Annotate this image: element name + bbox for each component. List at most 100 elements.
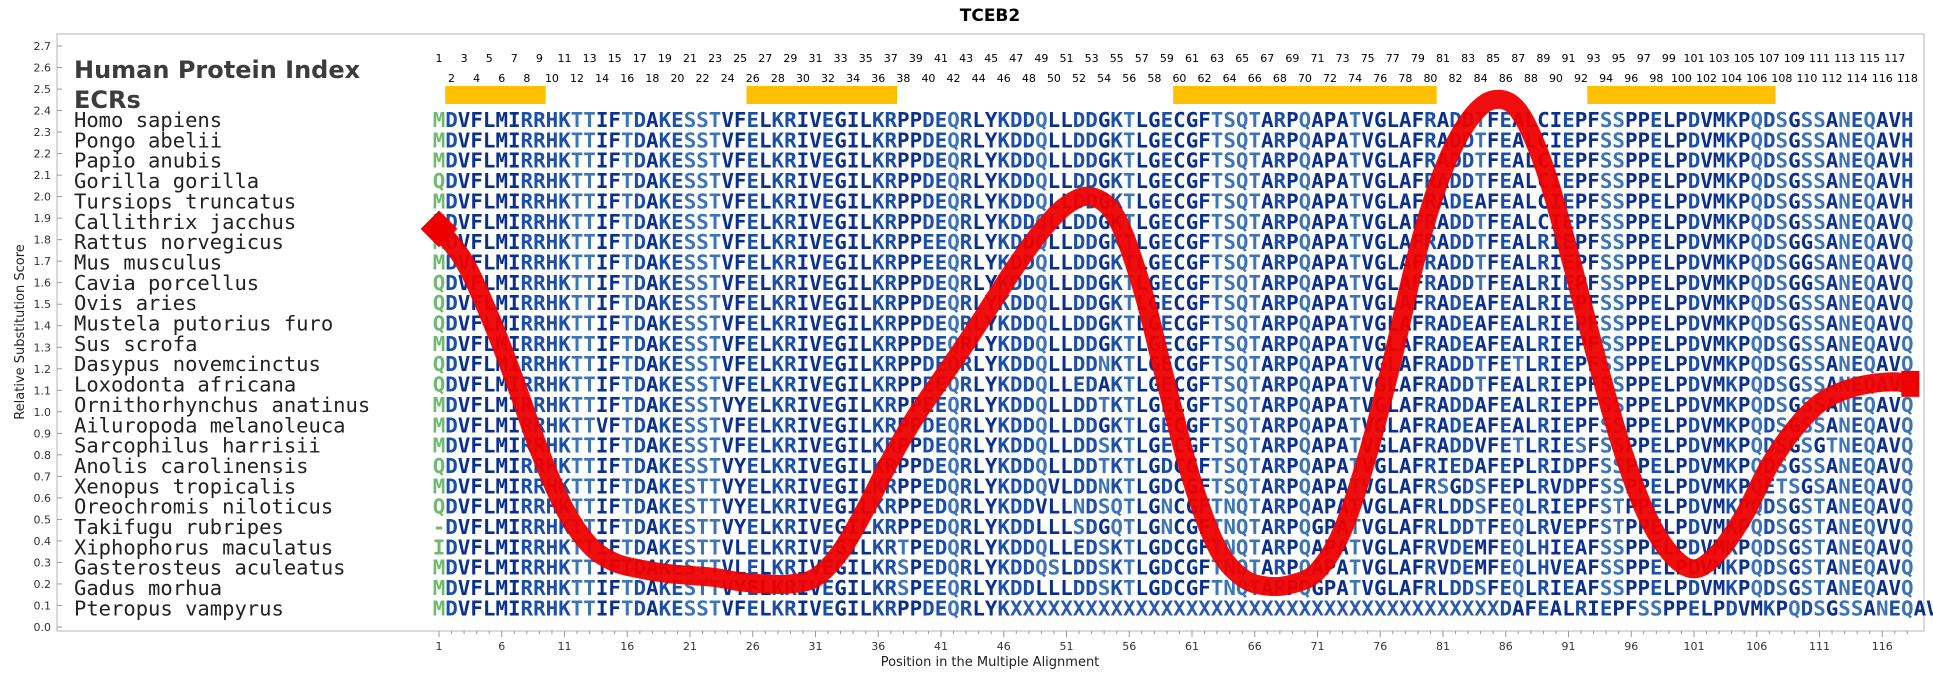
position-label-bottom: 116 xyxy=(1872,72,1893,85)
position-label-top: 33 xyxy=(834,52,848,65)
position-label-bottom: 44 xyxy=(972,72,986,85)
position-label-top: 29 xyxy=(783,52,797,65)
x-tick-label: 71 xyxy=(1311,640,1325,653)
y-tick-label: 1.1 xyxy=(34,384,52,397)
position-label-bottom: 14 xyxy=(595,72,609,85)
position-label-bottom: 10 xyxy=(545,72,559,85)
position-label-top: 75 xyxy=(1361,52,1375,65)
x-tick-label: 6 xyxy=(498,640,505,653)
y-tick-label: 1.8 xyxy=(34,234,52,247)
position-label-top: 31 xyxy=(809,52,823,65)
y-tick-label: 0.2 xyxy=(34,578,52,591)
species-label: Dasypus novemcinctus xyxy=(74,352,321,376)
x-tick-label: 51 xyxy=(1060,640,1074,653)
position-label-top: 43 xyxy=(959,52,973,65)
x-tick-label: 81 xyxy=(1436,640,1450,653)
position-label-top: 61 xyxy=(1185,52,1199,65)
position-label-top: 77 xyxy=(1386,52,1400,65)
x-tick-label: 91 xyxy=(1562,640,1576,653)
x-tick-label: 26 xyxy=(746,640,760,653)
position-label-bottom: 64 xyxy=(1223,72,1237,85)
position-label-bottom: 78 xyxy=(1398,72,1412,85)
position-label-bottom: 48 xyxy=(1022,72,1036,85)
position-label-bottom: 12 xyxy=(570,72,584,85)
species-label: Pteropus vampyrus xyxy=(74,596,284,620)
position-label-bottom: 100 xyxy=(1671,72,1692,85)
species-label: Ornithorhynchus anatinus xyxy=(74,393,370,417)
x-axis-label: Position in the Multiple Alignment xyxy=(881,655,1100,670)
position-label-bottom: 4 xyxy=(473,72,480,85)
x-tick-label: 41 xyxy=(934,640,948,653)
position-label-bottom: 58 xyxy=(1147,72,1161,85)
header-title: Human Protein Index xyxy=(74,56,361,84)
position-label-bottom: 98 xyxy=(1649,72,1663,85)
species-label: Gorilla gorilla xyxy=(74,169,259,193)
species-label: Xenopus tropicalis xyxy=(74,474,296,498)
y-tick-label: 2.4 xyxy=(34,105,52,118)
position-label-bottom: 18 xyxy=(645,72,659,85)
position-label-bottom: 94 xyxy=(1599,72,1613,85)
sequence-row: MDVFLMIRRHKTTIFTDAKESSTVFELKRIVEGILKRPPD… xyxy=(433,596,1933,620)
y-tick-label: 2.3 xyxy=(34,126,52,139)
position-label-top: 63 xyxy=(1210,52,1224,65)
position-label-top: 1 xyxy=(436,52,443,65)
position-label-top: 11 xyxy=(558,52,572,65)
y-tick-label: 0.8 xyxy=(34,449,52,462)
species-label: Rattus norvegicus xyxy=(74,230,284,254)
position-label-bottom: 88 xyxy=(1524,72,1538,85)
y-tick-label: 1.4 xyxy=(34,320,52,333)
species-label: Takifugu rubripes xyxy=(74,515,284,539)
position-label-bottom: 16 xyxy=(620,72,634,85)
position-label-top: 93 xyxy=(1587,52,1601,65)
position-label-bottom: 34 xyxy=(846,72,860,85)
position-label-top: 17 xyxy=(633,52,647,65)
position-label-bottom: 26 xyxy=(746,72,760,85)
position-label-top: 19 xyxy=(658,52,672,65)
position-label-bottom: 40 xyxy=(921,72,935,85)
species-label: Ailuropoda melanoleuca xyxy=(74,413,346,437)
position-label-top: 97 xyxy=(1637,52,1651,65)
sequence-row: MDVFLMIRRHKTTIFTDAKESTTVYELKRIVEGILKRSPE… xyxy=(433,576,1914,600)
position-label-top: 51 xyxy=(1060,52,1074,65)
position-label-top: 15 xyxy=(608,52,622,65)
position-label-bottom: 108 xyxy=(1771,72,1792,85)
curve-layer xyxy=(420,89,1920,597)
position-label-top: 83 xyxy=(1461,52,1475,65)
x-tick-label: 21 xyxy=(683,640,697,653)
position-label-top: 71 xyxy=(1311,52,1325,65)
position-label-top: 109 xyxy=(1784,52,1805,65)
species-label: Loxodonta africana xyxy=(74,373,296,397)
y-tick-label: 1.0 xyxy=(34,406,52,419)
x-axis: 1 6 11 16 21 26 31 36 41 46 51 56 61 66 71 76 81 86 91 96 10… xyxy=(436,631,1908,653)
y-tick-label: 2.5 xyxy=(34,83,52,96)
x-tick-label: 46 xyxy=(997,640,1011,653)
position-label-bottom: 106 xyxy=(1746,72,1767,85)
sequence-row: QDVFLMIRRHKTTIFTDAKESSTVFELKRIVEGILKRPPD… xyxy=(433,352,1914,376)
species-label: Anolis carolinensis xyxy=(74,454,309,478)
y-tick-label: 2.1 xyxy=(34,169,52,182)
position-label-bottom: 80 xyxy=(1423,72,1437,85)
position-label-bottom: 24 xyxy=(721,72,735,85)
position-label-bottom: 90 xyxy=(1549,72,1563,85)
position-label-bottom: 84 xyxy=(1474,72,1488,85)
position-label-bottom: 74 xyxy=(1348,72,1362,85)
species-label: Tursiops truncatus xyxy=(74,189,296,213)
position-label-top: 47 xyxy=(1009,52,1023,65)
position-label-top: 105 xyxy=(1734,52,1755,65)
position-label-top: 67 xyxy=(1260,52,1274,65)
position-label-top: 107 xyxy=(1759,52,1780,65)
sequence-row: QDVFLMIRRHKTTIFTDAKESSTVFELKRIVEGILKRPPE… xyxy=(433,373,1914,397)
position-label-top: 27 xyxy=(758,52,772,65)
position-label-top: 81 xyxy=(1436,52,1450,65)
species-label: Sus scrofa xyxy=(74,332,197,356)
position-label-top: 57 xyxy=(1135,52,1149,65)
curve-start-marker xyxy=(420,210,458,248)
x-tick-label: 31 xyxy=(809,640,823,653)
x-tick-label: 11 xyxy=(558,640,572,653)
position-label-bottom: 2 xyxy=(448,72,455,85)
ecr-bar xyxy=(1587,86,1776,104)
position-label-bottom: 72 xyxy=(1323,72,1337,85)
position-label-bottom: 110 xyxy=(1796,72,1817,85)
position-label-top: 21 xyxy=(683,52,697,65)
